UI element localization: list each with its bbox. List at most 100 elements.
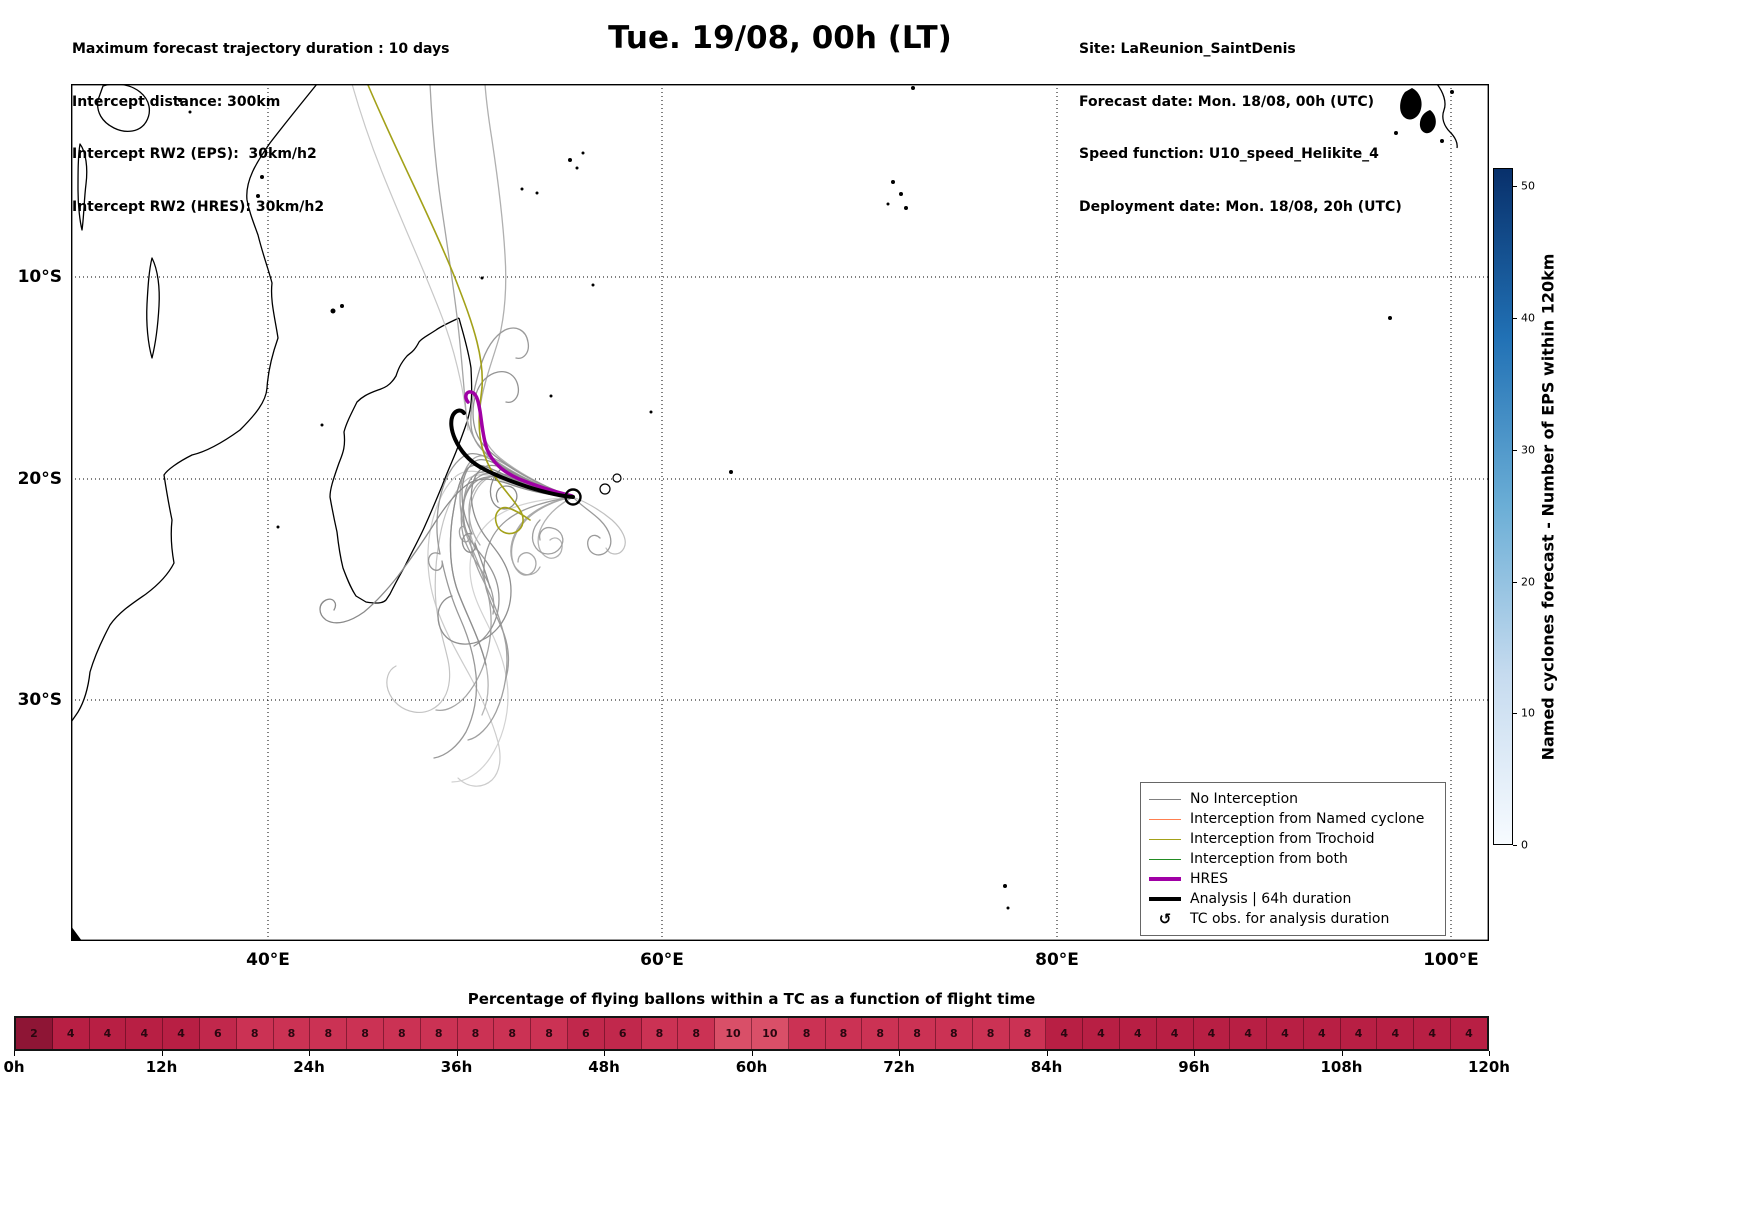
bar-chart-cell: 4 xyxy=(1267,1018,1304,1049)
trajectory-line xyxy=(451,496,574,783)
bottom-axis-tickmark xyxy=(1489,1051,1490,1056)
bar-chart-cell: 8 xyxy=(236,1018,274,1049)
island-dot xyxy=(568,158,572,162)
trajectory-line xyxy=(386,474,574,714)
bar-value-label: 8 xyxy=(545,1027,553,1040)
island xyxy=(71,926,82,941)
bottom-chart-title: Percentage of flying ballons within a TC… xyxy=(467,990,1036,1008)
island-dot xyxy=(276,525,280,529)
bar-value-label: 4 xyxy=(1170,1027,1179,1040)
bar-chart-cell: 4 xyxy=(89,1018,127,1049)
legend-line-sample xyxy=(1149,877,1181,881)
bottom-axis-tick-label: 120h xyxy=(1468,1058,1510,1076)
coastline xyxy=(96,84,151,133)
bottom-axis-tickmark xyxy=(161,1051,163,1056)
legend-item: Interception from both xyxy=(1149,849,1437,869)
island-dot xyxy=(729,470,733,474)
bar-chart-cell: 4 xyxy=(1083,1018,1120,1049)
bar-chart-cell: 4 xyxy=(1451,1018,1487,1049)
y-tick-label: 20°S xyxy=(17,469,62,489)
island-dot xyxy=(581,151,585,155)
bar-chart-cell: 8 xyxy=(420,1018,458,1049)
island xyxy=(1400,88,1422,120)
bar-value-label: 8 xyxy=(361,1027,369,1040)
header-right-line: Site: LaReunion_SaintDenis xyxy=(1079,41,1296,57)
bar-value-label: 8 xyxy=(508,1027,517,1040)
bar-chart-cell: 8 xyxy=(494,1018,532,1049)
bar-chart-cell: 8 xyxy=(972,1018,1010,1049)
legend-line-sample xyxy=(1149,897,1181,901)
legend-label: Interception from Named cyclone xyxy=(1190,811,1425,827)
bar-value-label: 4 xyxy=(1281,1027,1289,1040)
island-dot xyxy=(480,276,484,280)
colorbar-tickmark xyxy=(1513,186,1517,188)
island-dot xyxy=(1450,90,1454,94)
colorbar-tickmark xyxy=(1513,449,1517,451)
colorbar-tick-label: 0 xyxy=(1521,838,1528,852)
bar-chart-cell: 4 xyxy=(52,1018,90,1049)
coastline xyxy=(71,84,318,723)
legend-line-sample xyxy=(1149,818,1181,820)
bar-chart-cell: 8 xyxy=(862,1018,900,1049)
legend-label: HRES xyxy=(1190,871,1228,887)
bar-value-label: 4 xyxy=(1428,1027,1436,1040)
bottom-axis-tickmark xyxy=(1341,1051,1343,1056)
site-marker xyxy=(564,488,582,506)
coastline xyxy=(77,143,88,231)
legend-line-sample xyxy=(1149,838,1181,840)
bar-chart-cell: 6 xyxy=(199,1018,237,1049)
island-outline xyxy=(599,483,611,495)
bottom-axis-tickmark xyxy=(1194,1051,1195,1056)
bar-chart-cell: 8 xyxy=(678,1018,716,1049)
bar-value-label: 4 xyxy=(1244,1027,1253,1040)
legend-item: HRES xyxy=(1149,869,1437,889)
island xyxy=(1419,110,1436,134)
trajectory-line xyxy=(531,519,564,555)
bar-value-label: 8 xyxy=(434,1027,443,1040)
bar-value-label: 4 xyxy=(1097,1027,1105,1040)
rotate-arrow-icon: ↺ xyxy=(1158,909,1172,928)
x-tick-label: 80°E xyxy=(1035,950,1079,970)
bar-value-label: 6 xyxy=(582,1027,590,1040)
island-dot xyxy=(649,410,653,414)
bar-chart-cell: 4 xyxy=(1230,1018,1268,1049)
x-tick-label: 100°E xyxy=(1423,950,1479,970)
island-dot xyxy=(1440,139,1444,143)
bar-value-label: 6 xyxy=(214,1027,222,1040)
island-dot xyxy=(535,191,539,195)
bar-value-label: 4 xyxy=(1317,1027,1326,1040)
coastline xyxy=(146,257,160,359)
legend-item: Analysis | 64h duration xyxy=(1149,889,1437,909)
bar-chart-cell: 4 xyxy=(163,1018,200,1049)
bar-value-label: 4 xyxy=(1207,1027,1216,1040)
island-dot xyxy=(575,166,579,170)
colorbar-tick-label: 50 xyxy=(1521,179,1535,193)
island-dot xyxy=(1006,906,1010,910)
x-tick-label: 40°E xyxy=(246,950,290,970)
legend-line xyxy=(1149,858,1181,860)
trajectory-line xyxy=(429,84,574,498)
bar-chart-cell: 4 xyxy=(1046,1018,1084,1049)
bottom-axis-tickmark xyxy=(309,1051,310,1056)
bar-chart-cell: 8 xyxy=(531,1018,568,1049)
legend: No Interception Interception from Named c… xyxy=(1140,782,1446,936)
bar-chart-cell: 8 xyxy=(273,1018,311,1049)
bar-value-label: 10 xyxy=(725,1027,741,1040)
bottom-axis-tick-label: 36h xyxy=(440,1058,473,1076)
bar-chart-cell: 4 xyxy=(1340,1018,1378,1049)
bar-chart-cell: 8 xyxy=(825,1018,863,1049)
bottom-axis-tick-label: 72h xyxy=(883,1058,915,1076)
trajectory-line xyxy=(510,496,574,576)
legend-item: No Interception xyxy=(1149,789,1437,809)
bar-chart-cell: 8 xyxy=(788,1018,826,1049)
island-dot xyxy=(1394,131,1398,135)
bar-chart-cell: 4 xyxy=(1377,1018,1415,1049)
legend-line xyxy=(1149,818,1181,820)
hres-line xyxy=(464,390,574,498)
trajectory-line xyxy=(510,496,574,576)
bar-chart-cell: 8 xyxy=(310,1018,348,1049)
island-dot xyxy=(891,180,895,184)
legend-item: Interception from Named cyclone xyxy=(1149,809,1437,829)
bottom-axis-tickmark xyxy=(1046,1051,1048,1056)
colorbar xyxy=(1493,168,1513,845)
